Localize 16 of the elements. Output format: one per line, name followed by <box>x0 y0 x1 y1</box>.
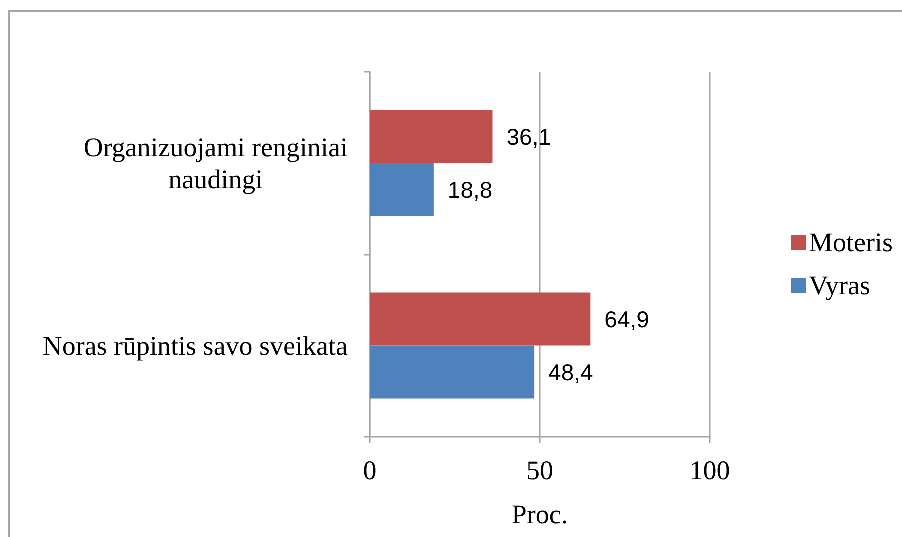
y-tick-label: Organizuojami renginiai naudingi <box>84 132 348 194</box>
bar <box>370 292 591 346</box>
bar <box>370 346 535 399</box>
data-label: 48,4 <box>548 359 594 386</box>
data-label: 36,1 <box>506 124 552 150</box>
y-tick-label: Noras rūpintis savo sveikata <box>42 330 348 361</box>
legend-label: Moteris <box>809 228 893 258</box>
x-axis-title: Proc. <box>512 500 568 530</box>
bar <box>370 110 493 164</box>
data-label: 18,8 <box>448 176 493 203</box>
legend-label: Vyras <box>809 270 870 300</box>
bar <box>370 163 434 216</box>
x-tick-label: 50 <box>526 456 554 486</box>
x-tick-label: 100 <box>690 456 730 486</box>
data-label: 64,9 <box>604 306 650 332</box>
x-tick-label: 0 <box>363 456 377 486</box>
